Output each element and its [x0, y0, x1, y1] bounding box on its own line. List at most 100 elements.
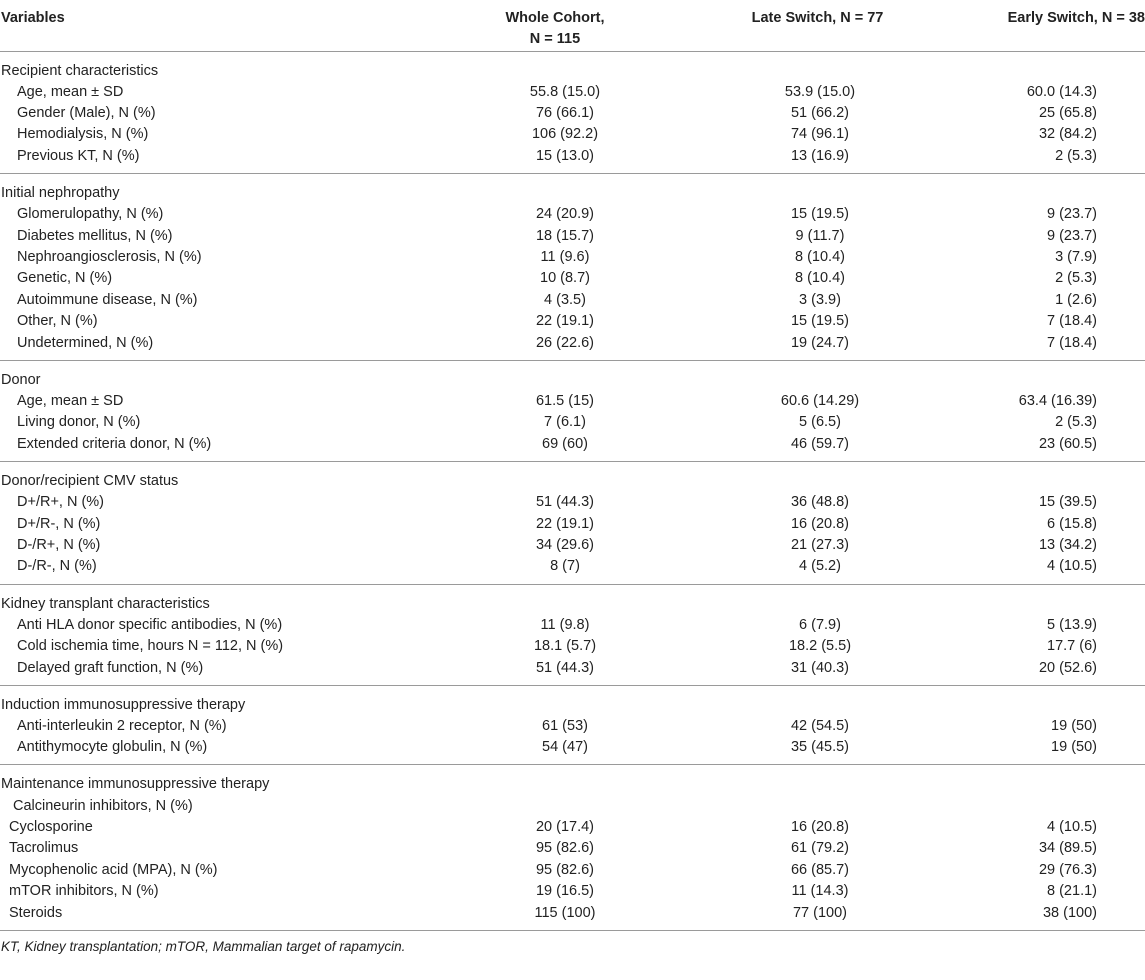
table-row: Previous KT, N (%) 15 (13.0) 13 (16.9) 2 (5… [0, 146, 1145, 174]
row-label: D+/R+, N (%) [17, 494, 105, 511]
section-header-row: Donor/recipient CMV status [0, 461, 1145, 492]
row-label: Hemodialysis, N (%) [17, 126, 149, 143]
late-switch-value: 5 (6.5) [799, 414, 841, 431]
early-switch-value: 20 (52.6) [1038, 659, 1097, 676]
section-header-row: Recipient characteristics [0, 51, 1145, 82]
late-switch-value: 36 (48.8) [790, 494, 850, 511]
table-header: Variables Whole Cohort, N = 115 Late Swit… [0, 0, 1145, 51]
row-label: Genetic, N (%) [17, 270, 113, 287]
table-section: Kidney transplant characteristics Anti HL… [0, 584, 1145, 686]
whole-cohort-value: 22 (19.1) [535, 515, 595, 532]
table-row: Cyclosporine 20 (17.4) 16 (20.8) 4 (10.5) [0, 817, 1145, 838]
table-row: Nephroangiosclerosis, N (%) 11 (9.6) 8 (10… [0, 247, 1145, 268]
section-title: Donor/recipient CMV status [1, 472, 179, 489]
section-header-row: Donor [0, 360, 1145, 391]
late-switch-value: 6 (7.9) [799, 616, 841, 633]
cohort-characteristics-table: Variables Whole Cohort, N = 115 Late Swit… [0, 0, 1145, 931]
subsection-title: Calcineurin inhibitors, N (%) [13, 797, 193, 814]
whole-cohort-value: 76 (66.1) [535, 105, 595, 122]
late-switch-value: 66 (85.7) [790, 861, 850, 878]
row-label: D-/R-, N (%) [17, 558, 97, 575]
whole-cohort-value: 55.8 (15.0) [529, 83, 601, 100]
table-row: Other, N (%) 22 (19.1) 15 (19.5) 7 (18.4) [0, 311, 1145, 332]
section-title: Recipient characteristics [1, 62, 159, 79]
whole-cohort-value: 115 (100) [534, 904, 596, 921]
early-switch-value: 23 (60.5) [1038, 435, 1097, 452]
table-row: D+/R-, N (%) 22 (19.1) 16 (20.8) 6 (15.8) [0, 513, 1145, 534]
whole-cohort-value: 26 (22.6) [535, 334, 595, 351]
early-switch-value: 32 (84.2) [1038, 126, 1097, 143]
early-switch-value: 8 (21.1) [1047, 883, 1097, 900]
whole-cohort-value: 95 (82.6) [535, 861, 595, 878]
early-switch-value: 2 (5.3) [1055, 270, 1097, 287]
row-label: Diabetes mellitus, N (%) [17, 227, 173, 244]
table-row: Extended criteria donor, N (%) 69 (60) 46 … [0, 434, 1145, 462]
row-label: Cyclosporine [9, 819, 93, 836]
table-section: Donor/recipient CMV status D+/R+, N (%) 51… [0, 461, 1145, 585]
whole-cohort-value: 61 (53) [542, 717, 588, 734]
whole-cohort-value: 20 (17.4) [535, 819, 595, 836]
section-header-row: Kidney transplant characteristics [0, 584, 1145, 615]
late-switch-value: 4 (5.2) [799, 558, 841, 575]
late-switch-value: 61 (79.2) [790, 840, 850, 857]
table-row: Cold ischemia time, hours N = 112, N (%)… [0, 636, 1145, 657]
early-switch-value: 1 (2.6) [1055, 291, 1097, 308]
early-switch-value: 29 (76.3) [1038, 861, 1097, 878]
section-header-row: Initial nephropathy [0, 174, 1145, 205]
section-header-row: Induction immunosuppressive therapy [0, 685, 1145, 716]
row-label: Living donor, N (%) [17, 414, 141, 431]
table-row: Tacrolimus 95 (82.6) 61 (79.2) 34 (89.5) [0, 838, 1145, 859]
table-row: Antithymocyte globulin, N (%) 54 (47) 35 (… [0, 737, 1145, 765]
row-label: D-/R+, N (%) [17, 536, 101, 553]
whole-cohort-value: 24 (20.9) [535, 206, 595, 223]
late-switch-value: 3 (3.9) [799, 291, 841, 308]
table-section-maintenance: Maintenance immunosuppressive therapy Cal… [0, 765, 1145, 931]
table-row: Diabetes mellitus, N (%) 18 (15.7) 9 (11.7… [0, 225, 1145, 246]
late-switch-value: 46 (59.7) [790, 435, 850, 452]
whole-cohort-value: 61.5 (15) [535, 392, 595, 409]
whole-cohort-value: 11 (9.6) [540, 249, 590, 266]
late-switch-value: 18.2 (5.5) [788, 638, 852, 655]
row-label: mTOR inhibitors, N (%) [9, 883, 159, 900]
early-switch-value: 9 (23.7) [1047, 206, 1097, 223]
table-row: Hemodialysis, N (%) 106 (92.2) 74 (96.1) 32… [0, 124, 1145, 145]
late-switch-value: 11 (14.3) [791, 883, 849, 900]
early-switch-value: 13 (34.2) [1038, 536, 1097, 553]
row-label: Undetermined, N (%) [17, 334, 154, 351]
table-section: Initial nephropathy Glomerulopathy, N (%)… [0, 174, 1145, 361]
table-row: Gender (Male), N (%) 76 (66.1) 51 (66.2) 25… [0, 103, 1145, 124]
whole-cohort-value: 51 (44.3) [535, 659, 595, 676]
section-header-row: Maintenance immunosuppressive therapy [0, 765, 1145, 796]
late-switch-value: 19 (24.7) [790, 334, 850, 351]
table-row: Glomerulopathy, N (%) 24 (20.9) 15 (19.5) 9… [0, 204, 1145, 225]
late-switch-value: 31 (40.3) [790, 659, 850, 676]
table-section: Donor Age, mean ± SD 61.5 (15) 60.6 (14.29)… [0, 360, 1145, 462]
section-title: Initial nephropathy [1, 185, 120, 202]
early-switch-value: 38 (100) [1042, 904, 1097, 921]
whole-cohort-value: 8 (7) [550, 558, 580, 575]
early-switch-value: 2 (5.3) [1055, 414, 1097, 431]
row-label: Autoimmune disease, N (%) [17, 291, 198, 308]
table-footnote: KT, Kidney transplantation; mTOR, Mammal… [1, 938, 406, 954]
early-switch-value: 7 (18.4) [1047, 334, 1097, 351]
whole-cohort-value: 15 (13.0) [535, 147, 595, 164]
early-switch-value: 19 (50) [1051, 739, 1097, 756]
row-label: Tacrolimus [9, 840, 79, 857]
row-label: Previous KT, N (%) [17, 147, 140, 164]
table-row: D-/R+, N (%) 34 (29.6) 21 (27.3) 13 (34.2) [0, 535, 1145, 556]
late-switch-value: 51 (66.2) [790, 105, 850, 122]
row-label: Antithymocyte globulin, N (%) [17, 739, 208, 756]
table-section: Induction immunosuppressive therapy Anti-… [0, 685, 1145, 765]
row-label: Gender (Male), N (%) [17, 105, 156, 122]
early-switch-value: 6 (15.8) [1047, 515, 1097, 532]
late-switch-value: 8 (10.4) [795, 249, 845, 266]
row-label: Anti-interleukin 2 receptor, N (%) [17, 717, 227, 734]
whole-cohort-value: 54 (47) [542, 739, 588, 756]
late-switch-value: 8 (10.4) [795, 270, 845, 287]
late-switch-value: 15 (19.5) [790, 206, 850, 223]
late-switch-value: 60.6 (14.29) [780, 392, 860, 409]
section-title: Kidney transplant characteristics [1, 595, 210, 612]
whole-cohort-value: 18.1 (5.7) [533, 638, 597, 655]
early-switch-value: 5 (13.9) [1047, 616, 1097, 633]
late-switch-value: 16 (20.8) [790, 819, 850, 836]
